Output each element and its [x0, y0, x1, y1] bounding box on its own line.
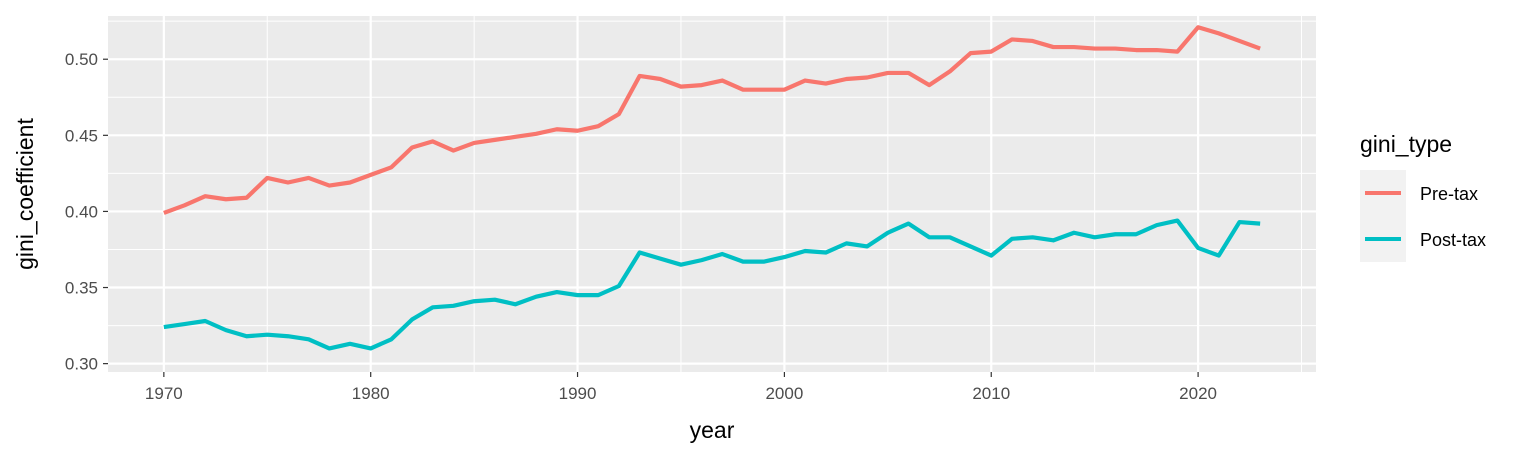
legend: gini_type Pre-tax Post-tax: [1360, 131, 1486, 262]
x-tick-label: 2020: [1179, 384, 1217, 403]
y-tick-label: 0.45: [65, 126, 98, 145]
major-gridlines: [108, 16, 1316, 372]
x-tick-label: 1990: [559, 384, 597, 403]
y-tick-label: 0.35: [65, 279, 98, 298]
series-layer: [163, 25, 1261, 351]
legend-label-post-tax: Post-tax: [1420, 230, 1486, 250]
y-axis-title: gini_coefficient: [12, 118, 38, 270]
y-tick-label: 0.30: [65, 355, 98, 374]
y-axis: 0.30 0.35 0.40 0.45 0.50: [65, 50, 108, 374]
x-tick-label: 2000: [765, 384, 803, 403]
x-axis: 1970 1980 1990 2000 2010 2020: [145, 372, 1217, 403]
x-tick-label: 2010: [972, 384, 1010, 403]
legend-label-pre-tax: Pre-tax: [1420, 184, 1478, 204]
series-line-post-tax: [163, 218, 1261, 351]
legend-title: gini_type: [1360, 131, 1452, 157]
series-line-pre-tax: [163, 25, 1261, 215]
minor-gridlines: [108, 16, 1316, 372]
x-axis-title: year: [690, 417, 735, 443]
x-tick-label: 1970: [145, 384, 183, 403]
y-tick-label: 0.40: [65, 202, 98, 221]
panel-background: [108, 16, 1316, 372]
x-tick-label: 1980: [352, 384, 390, 403]
y-tick-label: 0.50: [65, 50, 98, 69]
